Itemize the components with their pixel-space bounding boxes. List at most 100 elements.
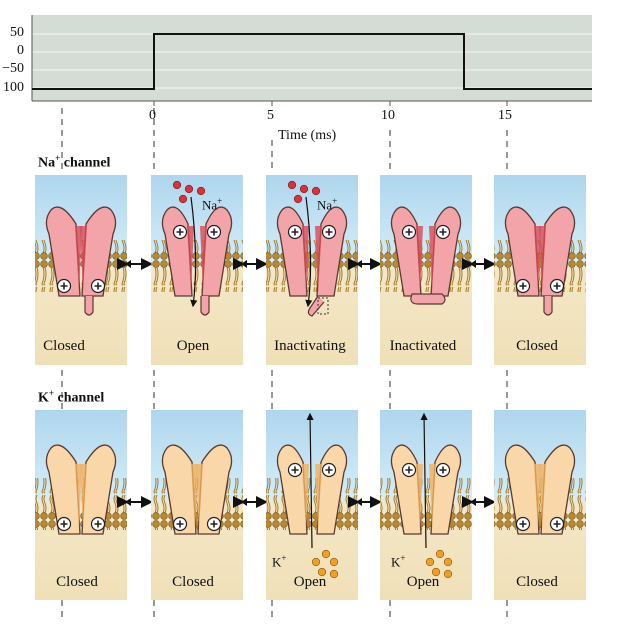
voltage-sensor-charge-right (206, 224, 222, 240)
k-state-label-3: Open (293, 574, 327, 590)
na-ion (172, 180, 182, 190)
k-ion-label-open-1: K+ (272, 553, 287, 570)
voltage-sensor-charge-right (321, 462, 337, 478)
k-ion (329, 557, 339, 567)
membrane (35, 478, 127, 530)
inactivation-gate (543, 296, 553, 316)
na-ion (196, 186, 206, 196)
k-channel-panel-1 (35, 410, 127, 600)
inactivation-gate (307, 295, 325, 317)
k-state-label-1: Closed (56, 574, 98, 590)
k-channel-protein-2 (161, 444, 233, 535)
k-channel-row (35, 410, 586, 600)
na-ion (178, 194, 188, 204)
k-channel-panel-2 (151, 410, 243, 600)
voltage-sensor-charge-right (321, 224, 337, 240)
na-channel-panel-1 (35, 175, 127, 365)
k-channel-protein-5 (504, 444, 576, 535)
voltage-sensor-charge-right (549, 278, 565, 294)
k-channel-protein-4 (390, 444, 462, 535)
na-channel-panel-4 (380, 175, 472, 365)
na-row-title: Na+ channel (38, 153, 111, 171)
k-ion-label-open-2: K+ (391, 553, 406, 570)
ion-flow-arrow (305, 196, 313, 308)
k-state-label-5: Closed (516, 574, 558, 590)
x-tick-10: 10 (381, 108, 395, 123)
k-channel-panel-4 (380, 410, 472, 600)
na-state-label-3: Inactivating (274, 338, 346, 354)
membrane (494, 240, 586, 292)
y-tick-neg50: −50 (2, 61, 24, 76)
voltage-sensor-charge-left (56, 516, 72, 532)
na-ion-label-inactivating: Na+ (317, 196, 338, 213)
na-state-label-1: Closed (43, 338, 85, 354)
k-ion (311, 557, 321, 567)
na-channel-row (35, 175, 586, 365)
k-channel-panel-5 (494, 410, 586, 600)
voltage-sensor-charge-left (56, 278, 72, 294)
y-tick-0: 0 (17, 43, 24, 58)
na-ion (184, 184, 194, 194)
na-channel-panel-2 (151, 175, 243, 365)
na-ion (293, 194, 303, 204)
membrane (380, 240, 472, 292)
k-channel-protein-1 (45, 444, 117, 535)
k-state-label-2: Closed (172, 574, 214, 590)
x-tick-5: 5 (267, 108, 274, 123)
na-ion (287, 180, 297, 190)
voltage-sensor-charge-left (515, 516, 531, 532)
membrane (151, 478, 243, 530)
na-ion (299, 184, 309, 194)
voltage-sensor-charge-right (90, 278, 106, 294)
na-ion-label-open: Na+ (202, 196, 223, 213)
inactivation-gate (84, 296, 94, 316)
voltage-sensor-charge-right (435, 224, 451, 240)
k-ion (443, 569, 453, 579)
y-tick-50: 50 (10, 25, 24, 40)
y-tick-100: 100 (3, 80, 24, 95)
membrane (35, 240, 127, 292)
membrane (266, 240, 358, 292)
membrane (151, 240, 243, 292)
x-axis-label: Time (ms) (278, 128, 337, 143)
voltage-sensor-charge-left (172, 516, 188, 532)
voltage-sensor-charge-left (401, 224, 417, 240)
voltage-sensor-charge-right (549, 516, 565, 532)
time-marker-lines (61, 108, 508, 622)
k-ion (329, 569, 339, 579)
voltage-sensor-charge-left (401, 462, 417, 478)
k-ion (435, 549, 445, 559)
na-channel-protein-2 (161, 206, 233, 316)
na-channel-panel-3 (266, 175, 358, 365)
k-ion (321, 549, 331, 559)
voltage-sensor-charge-left (287, 224, 303, 240)
voltage-sensor-charge-left (172, 224, 188, 240)
k-channel-panel-3 (266, 410, 358, 600)
voltage-sensor-charge-left (287, 462, 303, 478)
voltage-sensor-charge-right (206, 516, 222, 532)
na-channel-protein-1 (45, 206, 117, 316)
na-channel-protein-3 (276, 206, 348, 317)
voltage-sensor-charge-left (515, 278, 531, 294)
k-ion (425, 557, 435, 567)
na-ion (311, 186, 321, 196)
voltage-trace (32, 33, 592, 90)
k-ion (431, 567, 441, 577)
ion-flow-arrow (420, 412, 428, 549)
na-channel-protein-4 (390, 206, 462, 305)
inactivation-gate (410, 293, 446, 305)
na-state-label-4: Inactivated (389, 338, 457, 354)
k-channel-protein-3 (276, 444, 348, 535)
k-ion (317, 567, 327, 577)
na-channel-panel-5 (494, 175, 586, 365)
k-ion (443, 557, 453, 567)
ion-flow-arrow (190, 196, 198, 308)
x-axis-ticks (153, 101, 508, 106)
x-tick-15: 15 (498, 108, 512, 123)
inactivation-gate (200, 296, 210, 316)
membrane (494, 478, 586, 530)
voltage-sensor-charge-right (90, 516, 106, 532)
k-state-label-4: Open (406, 574, 440, 590)
k-row-title: K+ channel (38, 388, 105, 406)
